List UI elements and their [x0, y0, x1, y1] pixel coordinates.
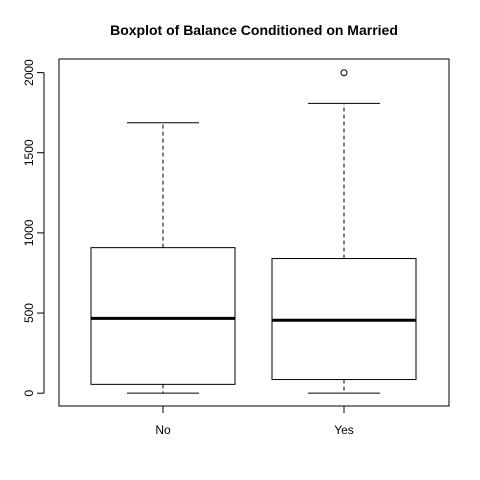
y-tick-label: 1500 [22, 139, 36, 166]
y-tick-label: 0 [22, 390, 36, 397]
outlier-point [340, 69, 348, 77]
x-tick-label: No [155, 423, 171, 437]
chart-title: Boxplot of Balance Conditioned on Marrie… [110, 22, 398, 38]
y-tick-label: 500 [22, 303, 36, 323]
y-tick-label: 2000 [22, 59, 36, 86]
y-tick-label: 1000 [22, 219, 36, 246]
box-iqr [90, 247, 236, 385]
x-tick-label: Yes [334, 423, 354, 437]
